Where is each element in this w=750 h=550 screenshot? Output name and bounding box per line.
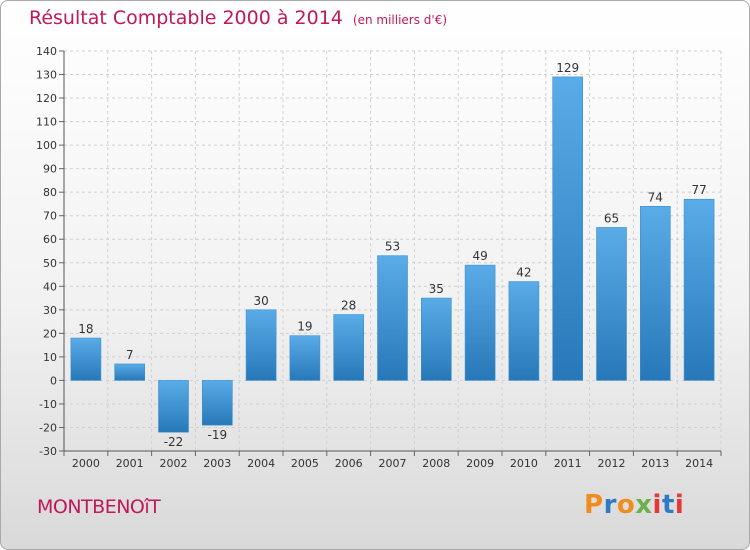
bar-2001 (114, 363, 145, 381)
logo-letter: x (635, 490, 653, 520)
logo-letter: o (616, 490, 636, 520)
x-tick-label-2004: 2004 (247, 457, 275, 470)
logo-letter: i (652, 490, 662, 520)
y-tick-label: 90 (43, 163, 57, 176)
y-tick-label: 50 (43, 257, 57, 270)
y-tick-label: 80 (43, 186, 57, 199)
y-tick-label: -10 (39, 398, 57, 411)
data-label-2008: 35 (429, 282, 444, 296)
grid-lines (63, 50, 722, 452)
bar-2009 (464, 264, 496, 381)
y-tick-label: 110 (36, 116, 57, 129)
logo-letter: r (603, 490, 617, 520)
x-tick-label-2009: 2009 (466, 457, 494, 470)
x-tick-label-2005: 2005 (291, 457, 319, 470)
x-tick-label-2006: 2006 (335, 457, 363, 470)
bar-2013 (639, 205, 671, 381)
bar-2002 (158, 380, 189, 433)
data-label-2003: -19 (207, 428, 227, 442)
bar-2014 (683, 198, 715, 381)
y-tick-label: -30 (39, 445, 57, 458)
bar-2004 (245, 309, 277, 381)
proxiti-logo: Proxiti (584, 490, 684, 520)
x-tick-label-2000: 2000 (72, 457, 100, 470)
data-label-2011: 129 (556, 61, 579, 75)
bar-2007 (377, 255, 408, 381)
data-label-2012: 65 (604, 211, 619, 225)
bar-2006 (333, 314, 365, 381)
y-tick-label: 130 (36, 69, 57, 82)
data-label-2000: 18 (78, 322, 93, 336)
data-labels: 18 7 -22 -19 30 19 28 53 35 49 42 129 65 74 77 (78, 61, 706, 449)
y-tick-label: 40 (43, 280, 57, 293)
y-tick-label: 30 (43, 304, 57, 317)
commune-name: MONTBENOîT (37, 496, 161, 518)
x-tick-label-2012: 2012 (598, 457, 626, 470)
axes: -30 -20 -10 0 10 20 30 40 50 60 70 80 90 100 110 120 130… (36, 45, 722, 470)
y-tick-label: 140 (36, 45, 57, 58)
bar-2012 (596, 227, 627, 381)
bar-2008 (420, 297, 452, 381)
y-tick-label: 20 (43, 327, 57, 340)
data-label-2009: 49 (472, 249, 487, 263)
y-tick-label: 10 (43, 351, 57, 364)
x-tick-label-2001: 2001 (116, 457, 144, 470)
x-tick-label-2008: 2008 (422, 457, 450, 470)
x-tick-label-2002: 2002 (160, 457, 188, 470)
data-label-2013: 74 (648, 190, 663, 204)
logo-letter: P (584, 490, 604, 520)
chart-title-block: Résultat Comptable 2000 à 2014 (en millie… (29, 7, 447, 29)
bar-2005 (289, 335, 321, 381)
x-tick-label-2013: 2013 (641, 457, 669, 470)
bar-2003 (202, 380, 233, 426)
data-label-2014: 77 (691, 183, 706, 197)
data-label-2001: 7 (126, 348, 134, 362)
y-tick-label: 120 (36, 92, 57, 105)
data-label-2007: 53 (385, 240, 400, 254)
data-label-2006: 28 (341, 299, 356, 313)
logo-letter: i (674, 490, 685, 520)
x-tick-label-2014: 2014 (685, 457, 713, 470)
data-label-2004: 30 (253, 294, 268, 308)
logo-letter: t (661, 490, 675, 520)
chart-title: Résultat Comptable 2000 à 2014 (29, 7, 343, 29)
bar-2010 (508, 281, 540, 381)
y-tick-label: 60 (43, 233, 57, 246)
y-tick-label: 70 (43, 210, 57, 223)
data-label-2002: -22 (164, 435, 184, 449)
x-tick-label-2007: 2007 (379, 457, 407, 470)
chart-unit: (en milliers d'€) (352, 13, 448, 27)
y-tick-label: 100 (36, 139, 57, 152)
data-label-2010: 42 (516, 266, 531, 280)
y-tick-label: -20 (39, 421, 57, 434)
bars (70, 76, 715, 433)
x-tick-label-2003: 2003 (203, 457, 231, 470)
x-tick-label-2010: 2010 (510, 457, 538, 470)
bar-2011 (552, 76, 584, 381)
x-tick-label-2011: 2011 (554, 457, 582, 470)
y-tick-label: 0 (50, 374, 57, 387)
bar-2000 (70, 337, 102, 381)
data-label-2005: 19 (297, 320, 312, 334)
